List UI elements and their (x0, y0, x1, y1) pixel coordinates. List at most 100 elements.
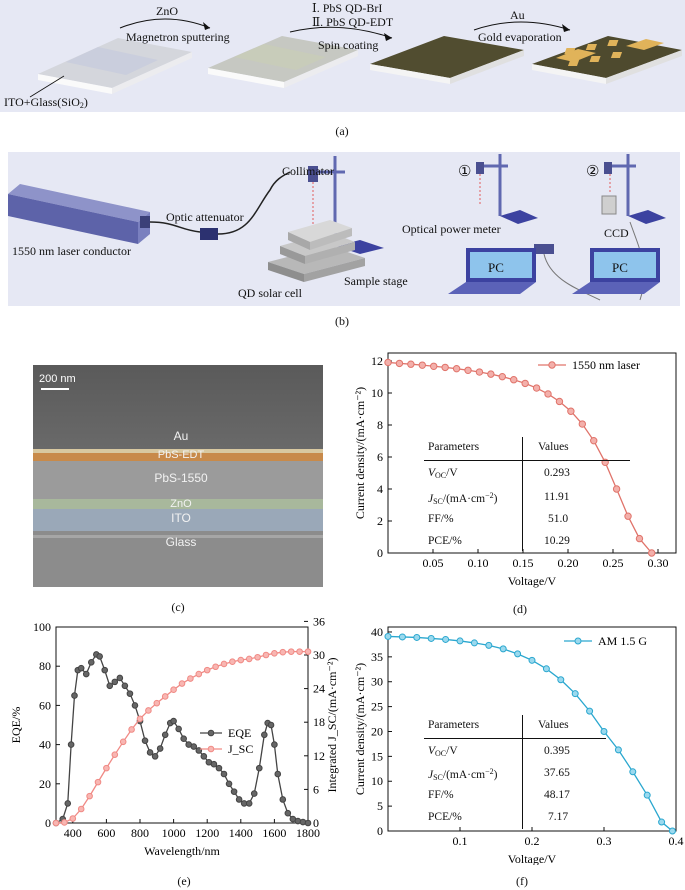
series-point-0 (190, 743, 198, 750)
table-f-header-values: Values (538, 719, 569, 731)
series-point-1 (119, 738, 127, 746)
sem-scale-label: 200 nm (39, 373, 76, 385)
series-point-0 (180, 735, 187, 743)
x-axis-label: Voltage/V (508, 574, 557, 588)
legend-label: AM 1.5 G (598, 634, 647, 648)
y2-tick-label: 12 (313, 749, 325, 763)
series-point-1 (220, 660, 228, 668)
series-point-0 (567, 407, 575, 415)
pc-1-label: PC (488, 260, 504, 275)
layer-glass: Glass (165, 535, 197, 549)
sem-image (33, 365, 323, 587)
step3-top: Au (510, 8, 525, 22)
table-d-row-voc: VOC/V (428, 467, 458, 480)
series-point-0 (161, 731, 169, 739)
series-point-0 (87, 658, 95, 666)
table-d-row-ff: FF/% (428, 513, 454, 525)
series-point-1 (304, 648, 312, 655)
x-tick-label: 1800 (296, 826, 320, 840)
attenuator-box (200, 228, 218, 240)
series-point-0 (557, 676, 565, 684)
series-point-0 (413, 633, 421, 641)
series-point-1 (103, 764, 110, 772)
legend-label-eqe: EQE (228, 726, 251, 740)
series-point-1 (61, 819, 68, 826)
x-tick-label: 0.3 (597, 834, 612, 848)
series-point-0 (430, 362, 438, 370)
series-point-0 (578, 420, 587, 428)
series-point-0 (156, 745, 164, 752)
y-tick-label: 80 (39, 659, 51, 673)
step2-bottom: Spin coating (318, 38, 379, 52)
y-tick-label: 20 (371, 724, 383, 738)
series-point-0 (106, 682, 114, 690)
series-point-0 (220, 770, 228, 778)
series-point-0 (555, 397, 564, 406)
panel-b-label: (b) (335, 314, 349, 328)
x-tick-label: 0.2 (525, 834, 540, 848)
series-point-1 (296, 648, 303, 655)
setup-diagram (8, 152, 680, 306)
y2-tick-label: 0 (313, 816, 319, 830)
y-tick-label: 10 (371, 386, 383, 400)
y2-tick-label: 18 (313, 715, 325, 729)
stage-label: Sample stage (344, 274, 408, 288)
layer-pbs-1550: PbS-1550 (154, 471, 208, 485)
series-point-0 (170, 717, 177, 725)
y-tick-label: 10 (371, 774, 383, 788)
arrow-3 (473, 21, 571, 31)
layer-ito: ITO (171, 511, 191, 525)
series-point-0 (510, 376, 518, 384)
series-point-0 (470, 639, 478, 647)
series-point-1 (77, 805, 85, 813)
table-f-val-pce: 7.17 (548, 811, 569, 823)
series-point-1 (203, 666, 211, 674)
y-tick-label: 4 (377, 482, 383, 496)
series-point-0 (528, 656, 536, 664)
ccd-label: CCD (604, 226, 629, 240)
panel-f: 0.1 0.2 0.3 0.4 Voltage/V 0 5 10 15 20 25 30 35 40 Cur… (342, 615, 685, 866)
laser-box (8, 184, 150, 244)
y-tick-label: 12 (371, 354, 383, 368)
substrate-pbs (370, 36, 524, 84)
x-tick-label: 600 (97, 826, 115, 840)
series-point-0 (146, 749, 154, 756)
layer-pbs-edt: PbS-EDT (157, 449, 205, 461)
panel-e: 400 600 800 1000 1200 1400 1600 1800 Wavelength/… (0, 614, 342, 865)
y-tick-label: 100 (33, 620, 51, 634)
series-point-0 (215, 764, 223, 772)
arrow-1 (119, 18, 211, 29)
series-point-1 (178, 680, 186, 687)
series-point-0 (590, 436, 598, 445)
y-axis-label-left: EQE/% (9, 707, 23, 744)
series-point-0 (544, 390, 552, 398)
series-point-1 (187, 675, 194, 682)
cell-label: QD solar cell (238, 286, 302, 300)
chart-e-eqe: 400 600 800 1000 1200 1400 1600 1800Wavelength/… (9, 614, 339, 858)
series-point-0 (245, 800, 253, 807)
series-point-0 (279, 796, 287, 803)
step3-bottom: Gold evaporation (478, 30, 562, 44)
x-tick-label: 0.20 (558, 556, 579, 570)
series-point-0 (64, 800, 72, 807)
series-point-0 (250, 790, 258, 797)
series-point-1 (271, 650, 278, 657)
series-point-0 (441, 363, 449, 372)
x-tick-label: 1000 (162, 826, 186, 840)
x-tick-label: 0.1 (453, 834, 468, 848)
series-point-0 (475, 368, 484, 376)
panel-d-label: (d) (513, 602, 527, 616)
series-point-0 (418, 361, 426, 369)
series-point-0 (586, 707, 594, 715)
series-point-1 (86, 792, 93, 800)
x-tick-label: 0.10 (468, 556, 489, 570)
table-f-row-ff: FF/% (428, 789, 454, 801)
series-point-0 (67, 741, 75, 748)
setup-2-number: ② (586, 164, 600, 180)
panel-d: 0.05 0.10 0.15 0.20 0.25 0.30 Voltage/V 0 2 4 6 8 10… (342, 345, 685, 613)
x-tick-label: 1400 (229, 826, 253, 840)
ccd-camera (601, 195, 617, 215)
series-point-1 (212, 663, 219, 671)
table-f-header-params: Parameters (428, 719, 480, 731)
series-point-0 (442, 635, 450, 643)
